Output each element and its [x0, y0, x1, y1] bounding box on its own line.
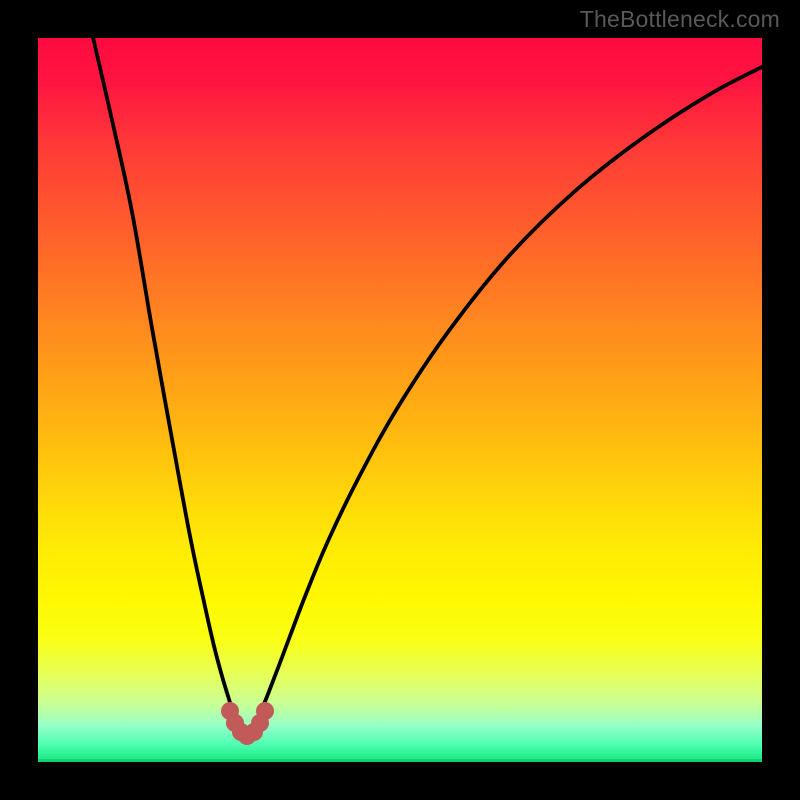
bottom-marker-dot [256, 702, 274, 720]
figure-root: TheBottleneck.com [0, 0, 800, 800]
curve-layer [38, 38, 762, 762]
plot-area [38, 38, 762, 762]
watermark-text: TheBottleneck.com [580, 6, 780, 33]
curve-left-branch [92, 38, 232, 709]
baseline-strip [38, 759, 762, 762]
curve-right-branch [262, 65, 762, 709]
bottom-marker-cluster [221, 702, 274, 745]
